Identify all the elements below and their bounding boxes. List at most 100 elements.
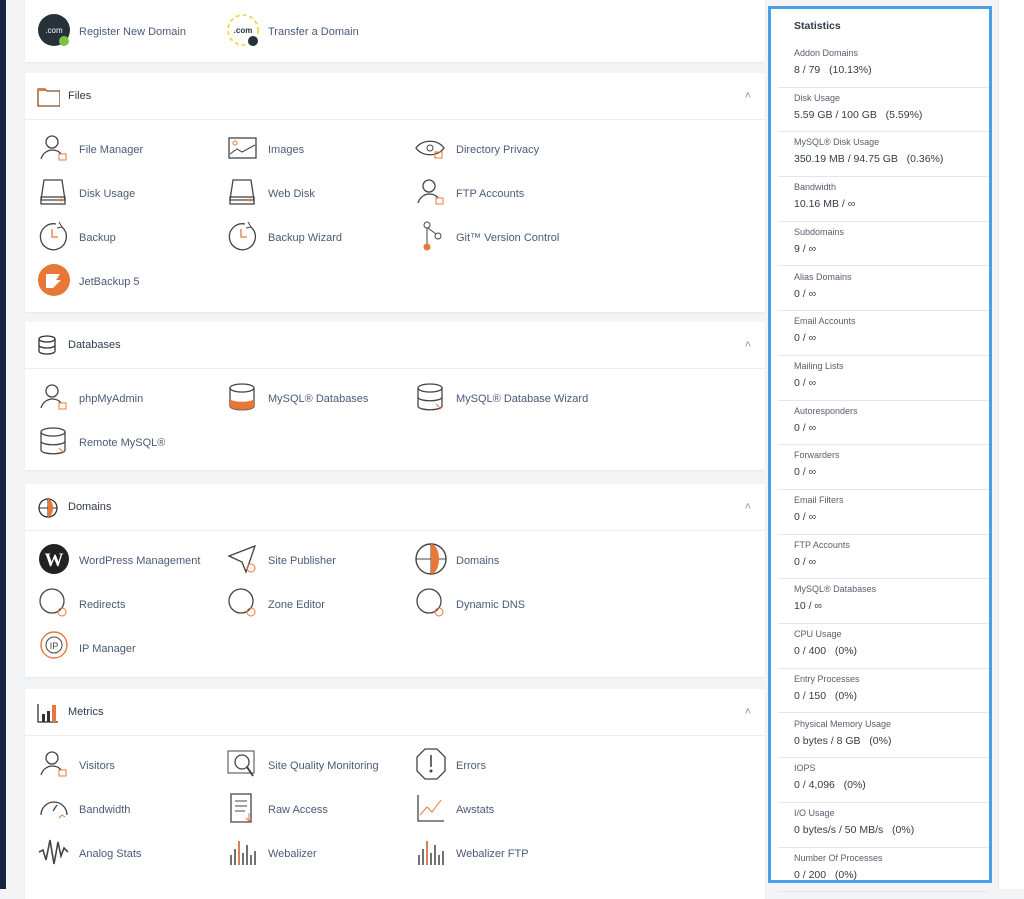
section-header[interactable]: Databases ˄ — [25, 322, 765, 369]
tool-label: Images — [268, 144, 305, 156]
tool-site-quality-monitoring[interactable]: Site Quality Monitoring — [226, 749, 379, 783]
person-icon — [37, 380, 71, 419]
stat-label: Email Filters — [794, 495, 844, 505]
chevron-up-icon[interactable]: ˄ — [744, 339, 751, 351]
image-icon — [226, 131, 260, 170]
stat-row: Subdomains 9 / ∞ — [778, 222, 989, 267]
chevron-up-icon[interactable]: ˄ — [744, 90, 751, 102]
eye-icon — [414, 131, 448, 170]
stat-label: Addon Domains — [794, 48, 859, 58]
stat-row: MySQL® Databases 10 / ∞ — [778, 579, 989, 625]
stat-label: MySQL® Disk Usage — [794, 137, 880, 148]
tool-label: phpMyAdmin — [79, 393, 144, 405]
tool-webalizer-ftp[interactable]: Webalizer FTP — [414, 837, 529, 871]
tool-label: Directory Privacy — [456, 144, 540, 156]
tool-jetbackup-5[interactable]: JetBackup 5 — [37, 263, 140, 302]
tool-directory-privacy[interactable]: Directory Privacy — [414, 133, 539, 167]
tool-zone-editor[interactable]: Zone Editor — [226, 587, 325, 622]
ip-icon: IP — [37, 630, 71, 669]
tool-redirects[interactable]: Redirects — [37, 587, 125, 622]
section-header[interactable]: Metrics ˄ — [25, 689, 765, 736]
stat-label: Mailing Lists — [794, 360, 844, 371]
circle-icon — [414, 586, 448, 625]
tool-phpmyadmin[interactable]: phpMyAdmin — [37, 382, 143, 416]
disk-icon — [226, 175, 260, 214]
section-databases: Databases ˄ phpMyAdmin MySQL® Databases MySQ… — [25, 322, 765, 470]
tool-domains[interactable]: Domains — [414, 542, 500, 581]
tool-label: Site Quality Monitoring — [268, 760, 379, 772]
tool-dynamic-dns[interactable]: Dynamic DNS — [414, 586, 525, 625]
section-header[interactable]: Domains ˄ — [25, 484, 765, 531]
tool-register-new-domain[interactable]: .com Register New Domain — [37, 13, 186, 49]
tool-ip-manager[interactable]: IP IP Manager — [37, 630, 136, 669]
tool-backup[interactable]: Backup — [37, 221, 116, 255]
stat-row: Email Filters 0 / ∞ — [778, 490, 989, 535]
stat-value: 9 / ∞ — [794, 242, 817, 255]
stat-value: 0 / ∞ — [794, 287, 817, 300]
tool-webalizer[interactable]: Webalizer — [226, 837, 317, 871]
stat-value: 0 / ∞ — [794, 376, 817, 389]
jet-icon — [37, 263, 71, 302]
tool-label: Visitors — [79, 760, 115, 772]
svg-text:W: W — [45, 550, 64, 571]
db-icon — [37, 424, 71, 463]
tool-label: Awstats — [456, 804, 495, 816]
stat-label: IOPS — [794, 763, 816, 774]
chevron-up-icon[interactable]: ˄ — [744, 706, 751, 718]
tool-backup-wizard[interactable]: Backup Wizard — [226, 221, 342, 255]
tool-label: Web Disk — [268, 188, 315, 200]
tool-awstats[interactable]: Awstats — [414, 793, 494, 827]
tool-bandwidth[interactable]: Bandwidth — [37, 793, 130, 827]
stat-row: Bandwidth 10.16 MB / ∞ — [778, 177, 989, 222]
tool-web-disk[interactable]: Web Disk — [226, 177, 315, 211]
section-title: Files — [68, 90, 92, 102]
stat-row: Physical Memory Usage 0 bytes / 8 GB (0%) — [778, 714, 989, 759]
section-header[interactable]: Files ˄ — [25, 73, 765, 120]
section-title: Metrics — [68, 706, 104, 718]
tool-analog-stats[interactable]: Analog Stats — [37, 837, 141, 871]
tool-remote-mysql[interactable]: Remote MySQL® — [37, 426, 165, 460]
stat-label: Bandwidth — [794, 182, 837, 193]
branch-icon — [414, 219, 448, 258]
stat-label: Physical Memory Usage — [794, 718, 892, 729]
tool-disk-usage[interactable]: Disk Usage — [37, 177, 135, 211]
tool-site-publisher[interactable]: Site Publisher — [226, 544, 336, 578]
tool-mysql-databases[interactable]: MySQL® Databases — [226, 382, 368, 416]
globe-icon — [414, 542, 448, 581]
db-icon — [414, 380, 448, 419]
tool-mysql-database-wizard[interactable]: MySQL® Database Wizard — [414, 382, 588, 416]
tool-label: Disk Usage — [79, 188, 136, 200]
tool-wordpress-management[interactable]: W WordPress Management — [37, 542, 200, 581]
tool-label: File Manager — [79, 144, 144, 156]
bars-icon — [414, 835, 448, 874]
tool-transfer-a-domain[interactable]: .com Transfer a Domain — [226, 13, 359, 49]
line-icon — [414, 791, 448, 830]
wave-icon — [37, 835, 71, 874]
tool-ftp-accounts[interactable]: FTP Accounts — [414, 177, 524, 211]
stat-row: Forwarders 0 / ∞ — [778, 445, 989, 490]
section-files: Files ˄ File Manager Images Directory Privac… — [25, 73, 765, 312]
tool-raw-access[interactable]: Raw Access — [226, 791, 328, 830]
chevron-up-icon[interactable]: ˄ — [744, 501, 751, 513]
tool-visitors[interactable]: Visitors — [37, 749, 115, 783]
stat-label: Disk Usage — [794, 92, 841, 103]
tool-images[interactable]: Images — [226, 133, 304, 167]
tool-label: Domains — [456, 555, 500, 567]
magnify-icon — [226, 747, 260, 786]
tool-errors[interactable]: Errors — [414, 747, 486, 783]
doc-icon — [226, 791, 260, 830]
stat-value: 0 / ∞ — [794, 466, 817, 479]
tool-label: Remote MySQL® — [79, 437, 166, 449]
stat-value: 0 / 4,096 (0%) — [794, 779, 866, 792]
stat-value: 0 / 400 (0%) — [794, 645, 858, 658]
stat-row: I/O Usage 0 bytes/s / 50 MB/s (0%) — [778, 803, 989, 848]
chart-icon — [36, 700, 60, 724]
tool-file-manager[interactable]: File Manager — [37, 133, 143, 167]
clock-icon — [37, 219, 71, 258]
wp-icon: W — [37, 542, 71, 581]
person-icon — [37, 747, 71, 786]
stat-row: Number Of Processes 0 / 200 (0%) — [778, 848, 989, 893]
stat-label: MySQL® Databases — [794, 584, 877, 595]
folder-icon — [36, 84, 61, 108]
tool-git-version-control[interactable]: Git™ Version Control — [414, 221, 559, 255]
